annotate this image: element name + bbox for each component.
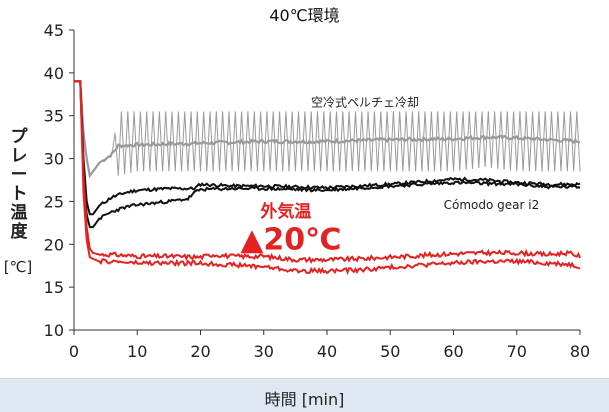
- y-tick-label: 15: [44, 278, 64, 297]
- y-axis-unit: [℃]: [3, 258, 33, 276]
- x-tick-label: 0: [69, 342, 79, 361]
- x-axis-label-bar: 時間 [min]: [0, 378, 609, 412]
- y-axis-label-char: レ: [10, 146, 28, 166]
- x-tick-label: 30: [254, 342, 274, 361]
- x-tick-label: 10: [127, 342, 147, 361]
- series-peltier-oscillation: [74, 80, 581, 177]
- series-peltier-mean: [74, 80, 581, 179]
- y-axis-label-char: ー: [10, 165, 28, 185]
- y-tick-label: 40: [44, 64, 64, 83]
- y-axis-label-char: プ: [10, 127, 28, 147]
- y-axis-label: プレート温度: [8, 128, 30, 242]
- y-tick-label: 45: [44, 21, 64, 40]
- chart-series: [74, 80, 581, 276]
- chart-axes: 10 15 20 25 30 35 40 45 0 10 20 30 40 50 60 70 80: [44, 21, 591, 361]
- label-ambient: 外気温: [260, 201, 311, 222]
- x-tick-label: 40: [317, 342, 337, 361]
- x-tick-label: 70: [507, 342, 527, 361]
- series-ambient-upper: [74, 80, 581, 265]
- x-tick-label: 50: [380, 342, 400, 361]
- series-ambient-lower: [74, 80, 581, 276]
- x-tick-label: 20: [190, 342, 210, 361]
- x-axis-label: 時間 [min]: [264, 390, 345, 409]
- label-delta-20c: ▲20℃: [240, 222, 341, 257]
- x-tick-label: 60: [443, 342, 463, 361]
- y-tick-label: 30: [44, 150, 64, 169]
- series-comodo-upper: [74, 80, 581, 216]
- y-tick-label: 10: [44, 321, 64, 340]
- y-tick-label: 25: [44, 192, 64, 211]
- y-axis-label-char: 度: [10, 222, 28, 242]
- y-tick-label: 35: [44, 107, 64, 126]
- series-comodo-lower: [74, 80, 581, 229]
- y-axis-label-char: ト: [10, 184, 28, 204]
- y-tick-label: 20: [44, 235, 64, 254]
- label-comodo: Cómodo gear i2: [444, 198, 540, 212]
- chart-title: 40℃環境: [269, 6, 340, 25]
- chart-labels: 空冷式ペルチェ冷却 Cómodo gear i2 外気温▲20℃: [240, 95, 539, 257]
- x-tick-label: 80: [570, 342, 590, 361]
- chart-canvas: 10 15 20 25 30 35 40 45 0 10 20 30 40 50 60 70 80 空冷式ペルチ…: [44, 21, 591, 361]
- label-peltier: 空冷式ペルチェ冷却: [311, 95, 419, 109]
- y-axis-label-char: 温: [10, 203, 28, 223]
